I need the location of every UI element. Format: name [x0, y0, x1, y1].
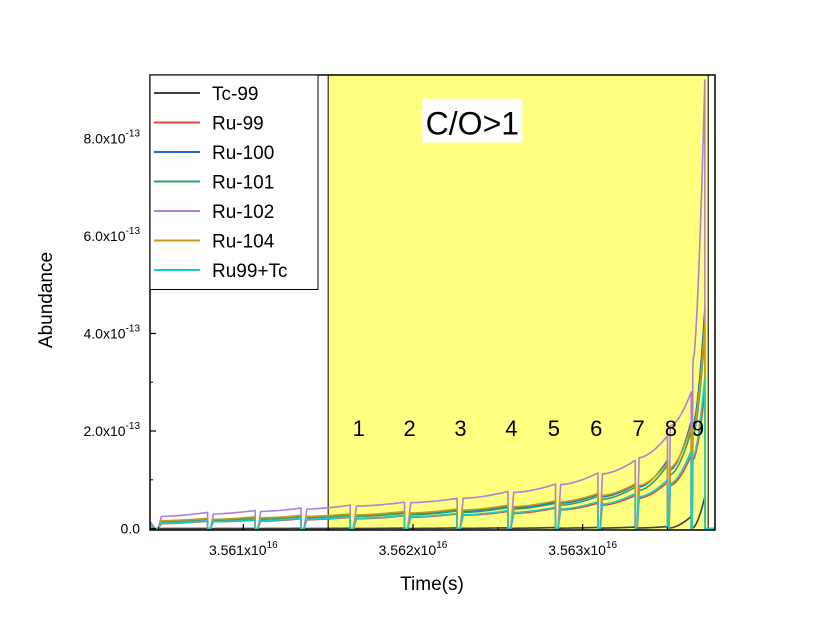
pulse-label-6: 6 — [590, 416, 602, 441]
annotation-co-ratio: C/O>1 — [426, 106, 519, 142]
legend-label-3: Ru-100 — [212, 143, 274, 164]
series-layer — [149, 79, 715, 530]
pulse-label-2: 2 — [403, 416, 415, 441]
y-tick-label-5: 8.0x10-13 — [84, 128, 141, 146]
x-tick-label-1: 3.561x1016 — [209, 540, 278, 558]
legend: Tc-99 Ru-99 Ru-100 Ru-101 Ru-102 Ru-104 Ru99+T… — [149, 74, 319, 290]
x-tick-label-2: 3.562x1016 — [379, 540, 448, 558]
legend-label-5: Ru-102 — [212, 202, 274, 223]
plot-frame — [149, 74, 716, 531]
legend-label-7: Ru99+Tc — [212, 261, 288, 282]
y-tick-label-4: 6.0x10-13 — [84, 226, 141, 244]
y-tick-label-1: 0.0 — [121, 521, 141, 537]
axis-ticks: 3.561x1016 3.562x1016 3.563x1016 0.0 2.0x10-… — [84, 89, 668, 558]
x-axis-label: Time(s) — [400, 574, 464, 595]
legend-label-1: Tc-99 — [212, 84, 258, 105]
shaded-region — [328, 75, 709, 530]
legend-label-6: Ru-104 — [212, 232, 275, 253]
series-line-7 — [149, 376, 715, 530]
pulse-label-5: 5 — [548, 416, 560, 441]
annotations: C/O>1 1 2 3 4 5 6 7 8 9 — [353, 98, 704, 441]
pulse-label-8: 8 — [665, 416, 677, 441]
pulse-label-3: 3 — [454, 416, 466, 441]
legend-label-2: Ru-99 — [212, 114, 264, 135]
pulse-label-7: 7 — [633, 416, 645, 441]
pulse-label-1: 1 — [353, 416, 365, 441]
pulse-label-4: 4 — [505, 416, 517, 441]
pulse-label-9: 9 — [692, 416, 704, 441]
legend-label-4: Ru-101 — [212, 173, 274, 194]
x-tick-label-3: 3.563x1016 — [548, 540, 617, 558]
y-tick-label-3: 4.0x10-13 — [84, 323, 141, 341]
y-tick-label-2: 2.0x10-13 — [84, 421, 141, 439]
annotation-box — [422, 98, 523, 143]
y-axis-label: Abundance — [36, 252, 57, 348]
